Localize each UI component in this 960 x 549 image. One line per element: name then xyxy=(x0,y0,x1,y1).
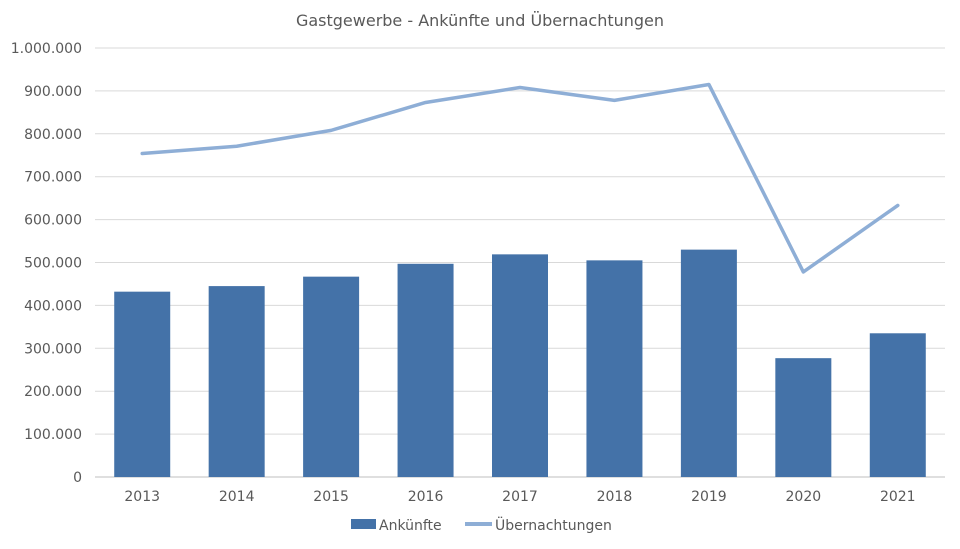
y-axis: 0 100.000 200.000 300.000 400.000 500.000 600.… xyxy=(11,41,82,486)
x-tick-label: 2020 xyxy=(786,489,822,505)
legend-label-uebernachtungen: Übernachtungen xyxy=(495,516,612,534)
y-tick-label: 400.000 xyxy=(24,298,82,314)
y-tick-label: 200.000 xyxy=(24,384,82,400)
x-tick-label: 2013 xyxy=(124,489,160,505)
x-tick-label: 2017 xyxy=(502,489,538,505)
y-tick-label: 500.000 xyxy=(24,256,82,272)
x-tick-label: 2019 xyxy=(691,489,727,505)
legend: Ankünfte Übernachtungen xyxy=(351,516,612,534)
bar-ankuenfte-2013 xyxy=(114,291,171,477)
bar-ankuenfte-2017 xyxy=(492,254,548,477)
y-tick-label: 0 xyxy=(73,470,82,486)
line-series-uebernachtungen xyxy=(140,82,900,274)
x-tick-label: 2018 xyxy=(597,489,633,505)
y-tick-label: 600.000 xyxy=(24,213,82,229)
legend-label-ankuenfte: Ankünfte xyxy=(379,518,442,534)
bar-ankuenfte-2014 xyxy=(208,286,265,477)
y-tick-label: 100.000 xyxy=(24,427,82,443)
x-axis: 2013 2014 2015 2016 2017 2018 2019 2020 2021 xyxy=(124,489,915,505)
line-uebernachtungen xyxy=(140,82,900,274)
y-tick-label: 300.000 xyxy=(24,341,82,357)
bar-ankuenfte-2020 xyxy=(775,358,832,477)
y-tick-label: 800.000 xyxy=(24,127,82,143)
bar-ankuenfte-2015 xyxy=(303,276,360,477)
x-tick-label: 2016 xyxy=(408,489,444,505)
bar-ankuenfte-2018 xyxy=(586,260,643,477)
x-tick-label: 2021 xyxy=(880,489,916,505)
y-tick-label: 900.000 xyxy=(24,84,82,100)
bar-ankuenfte-2019 xyxy=(680,249,737,477)
y-tick-label: 700.000 xyxy=(24,170,82,186)
y-tick-label: 1.000.000 xyxy=(11,41,82,57)
bar-series-ankuenfte xyxy=(114,249,926,477)
bar-ankuenfte-2021 xyxy=(869,333,926,477)
legend-swatch-ankuenfte xyxy=(351,519,376,529)
chart-title: Gastgewerbe - Ankünfte und Übernachtunge… xyxy=(296,11,664,30)
x-tick-label: 2015 xyxy=(313,489,349,505)
x-tick-label: 2014 xyxy=(219,489,255,505)
bar-ankuenfte-2016 xyxy=(397,263,454,477)
